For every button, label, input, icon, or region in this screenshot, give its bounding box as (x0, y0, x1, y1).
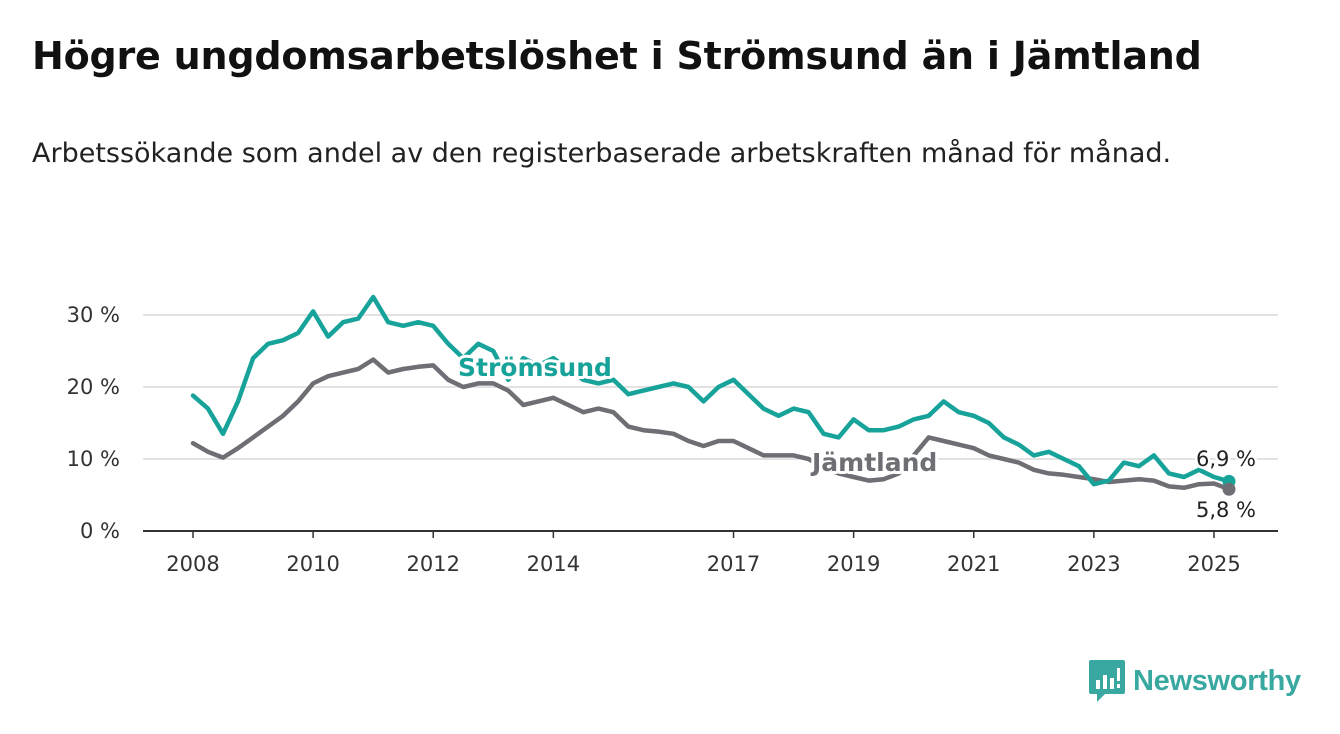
end-value-label-halo: 5,8 % (1196, 498, 1256, 522)
end-point-marker (1222, 482, 1236, 496)
series-lines (190, 294, 1236, 496)
gridlines (143, 314, 1278, 460)
x-tick-label: 2010 (286, 552, 339, 576)
logo-text: Newsworthy (1133, 664, 1301, 697)
bar-chart-speech-bubble-icon (1089, 660, 1125, 702)
y-tick-label: 10 % (67, 447, 120, 471)
x-tick-label: 2012 (407, 552, 460, 576)
y-tick-label: 0 % (80, 519, 120, 543)
series-line-stromsund (190, 294, 1232, 487)
series-label-halo: Jämtland (810, 448, 937, 477)
end-value-label-halo: 6,9 % (1196, 447, 1256, 471)
x-tick-label: 2017 (707, 552, 760, 576)
series-line-jamtland (190, 357, 1232, 492)
newsworthy-logo: Newsworthy (1089, 660, 1301, 702)
y-tick-label: 30 % (67, 303, 120, 327)
x-tick-label: 2014 (527, 552, 580, 576)
line-chart: 0 % 10 % 20 % 30 % 2008 2010 2012 2014 2017 2019… (67, 294, 1278, 576)
chart-subtitle: Arbetssökande som andel av den registerb… (32, 138, 1172, 169)
end-value-label: 5,8 % (1196, 498, 1256, 522)
y-axis-ticks: 0 % 10 % 20 % 30 % (67, 303, 120, 543)
x-tick-label: 2025 (1187, 552, 1240, 576)
y-tick-label: 20 % (67, 375, 120, 399)
series-label-halo: Strömsund (458, 353, 612, 382)
series-label: Strömsund (458, 353, 612, 382)
x-tick-label: 2008 (166, 552, 219, 576)
x-tick-label: 2023 (1067, 552, 1120, 576)
chart-title: Högre ungdomsarbetslöshet i Strömsund än… (32, 34, 1202, 78)
end-value-label: 6,9 % (1196, 447, 1256, 471)
series-label: Jämtland (810, 448, 937, 477)
x-axis: 2008 2010 2012 2014 2017 2019 2021 2023 2025 (143, 530, 1278, 576)
x-tick-label: 2021 (947, 552, 1000, 576)
x-tick-label: 2019 (827, 552, 880, 576)
